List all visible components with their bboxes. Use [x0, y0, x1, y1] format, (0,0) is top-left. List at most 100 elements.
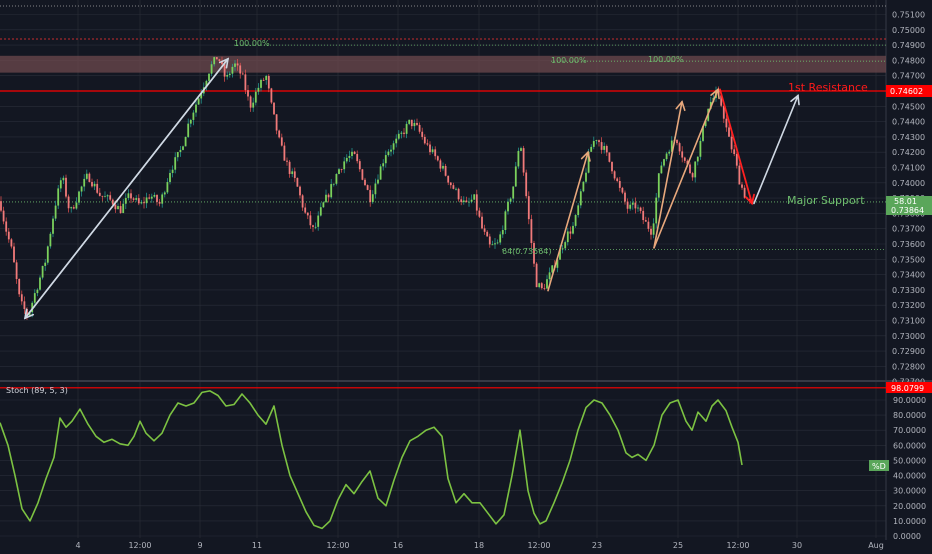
- price-tick-label: 0.74000: [892, 179, 925, 188]
- stoch-tick-label: 30.0000: [893, 487, 926, 496]
- candle-body: [699, 140, 702, 157]
- candle-body: [665, 153, 668, 160]
- time-tick-label: 4: [75, 541, 80, 550]
- candle-body: [33, 293, 36, 303]
- candle-body: [91, 181, 93, 187]
- candle-body: [241, 73, 244, 75]
- candle-body: [137, 198, 140, 204]
- time-tick-label: 12:00: [726, 541, 749, 550]
- arrow-up-projection: [753, 94, 799, 205]
- candle-body: [223, 64, 226, 77]
- candle-body: [15, 262, 18, 279]
- candle-body: [475, 194, 478, 211]
- candle-body: [403, 132, 405, 134]
- candle-body: [442, 165, 444, 169]
- candle-body: [163, 192, 166, 195]
- candle-body: [548, 272, 551, 280]
- candle-body: [496, 242, 499, 244]
- candle-body: [421, 131, 424, 137]
- time-tick-label: 12:00: [527, 541, 550, 550]
- candle-body: [31, 302, 34, 313]
- price-tick-label: 0.73000: [892, 332, 925, 341]
- candle-body: [390, 149, 392, 152]
- candle-body: [517, 150, 520, 167]
- candle-body: [465, 200, 468, 202]
- candle-body: [481, 216, 483, 229]
- candle-body: [114, 204, 117, 210]
- level-lines: [0, 5, 886, 389]
- candle-body: [652, 223, 655, 235]
- candle-body: [704, 120, 707, 127]
- price-tick-label: 0.73600: [892, 240, 925, 249]
- stoch-tick-label: 80.0000: [893, 411, 926, 420]
- candle-body: [634, 202, 637, 209]
- candle-body: [413, 122, 416, 127]
- arrow-red-down: [719, 88, 753, 205]
- candle-body: [366, 185, 369, 190]
- candle-body: [192, 112, 195, 120]
- candle-body: [431, 149, 434, 153]
- candle-body: [275, 114, 278, 131]
- candle-body: [644, 220, 647, 222]
- candle-body: [356, 153, 359, 162]
- stoch-tick-label: 0.0000: [893, 532, 921, 541]
- candle-body: [405, 123, 408, 134]
- candle-body: [200, 93, 203, 99]
- candle-body: [252, 102, 255, 108]
- candle-body: [590, 146, 593, 152]
- candle-body: [408, 119, 411, 124]
- candle-body: [49, 233, 52, 247]
- candle-body: [605, 146, 608, 153]
- candle-body: [556, 259, 559, 268]
- candle-body: [603, 146, 606, 150]
- arrow-up-projection-head: [790, 94, 800, 106]
- candle-body: [616, 178, 619, 181]
- candle-body: [306, 212, 309, 216]
- candle-body: [582, 181, 585, 192]
- candle-body: [314, 226, 317, 228]
- stoch-tick-label: 40.0000: [893, 472, 926, 481]
- candle-body: [23, 301, 26, 310]
- candle-body: [254, 91, 257, 103]
- stoch-d-text: %D: [872, 462, 886, 471]
- price-tick-label: 0.73700: [892, 225, 925, 234]
- resistance-price-tag: [886, 85, 932, 97]
- candle-body: [221, 60, 223, 65]
- supply-zone: [0, 55, 886, 73]
- candle-body: [249, 96, 252, 108]
- support-price-tag: [886, 205, 932, 215]
- stoch-d-tag: [869, 460, 889, 471]
- candle-body: [247, 90, 249, 97]
- candle-body: [351, 151, 353, 156]
- candle-body: [296, 177, 299, 187]
- candle-body: [447, 175, 450, 183]
- candle-body: [291, 171, 294, 174]
- candle-body: [540, 283, 543, 289]
- candle-body: [670, 140, 673, 152]
- candle-body: [592, 141, 595, 147]
- time-tick-label: 12:00: [326, 541, 349, 550]
- candle-body: [595, 140, 598, 142]
- candle-body: [5, 221, 8, 232]
- price-tick-label: 0.75100: [892, 11, 925, 20]
- arrow-orange-3-head: [710, 87, 720, 100]
- candle-body: [444, 165, 447, 176]
- candle-body: [317, 215, 320, 227]
- candle-body: [322, 202, 325, 208]
- candle-body: [148, 197, 151, 199]
- time-tick-label: 18: [474, 541, 484, 550]
- time-tick-label: 16: [393, 541, 403, 550]
- candle-body: [491, 244, 494, 246]
- candle-body: [262, 79, 265, 81]
- candle-body: [67, 196, 70, 209]
- candle-body: [26, 309, 28, 316]
- candle-body: [96, 183, 99, 193]
- candle-body: [83, 178, 86, 187]
- candle-body: [379, 166, 382, 180]
- time-tick-label: 9: [197, 541, 202, 550]
- candle-body: [348, 155, 351, 158]
- candle-body: [361, 169, 364, 180]
